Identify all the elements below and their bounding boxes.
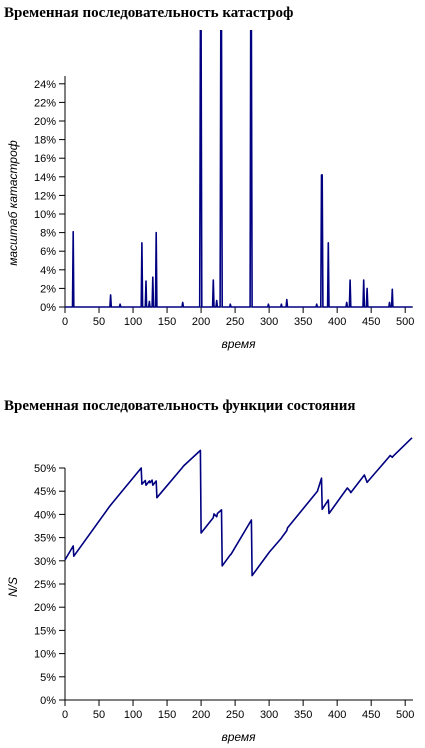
x-tick-label: 200 [192,709,210,721]
x-tick-label: 300 [260,709,278,721]
y-tick-label: 8% [40,228,56,240]
x-tick-label: 400 [328,709,346,721]
x-tick-label: 500 [396,709,414,721]
y-tick-label: 2% [40,283,56,295]
x-tick-label: 450 [362,709,380,721]
y-tick-label: 30% [34,556,56,568]
x-tick-label: 250 [226,709,244,721]
x-tick-label: 200 [192,316,210,328]
x-tick-label: 50 [93,316,105,328]
x-tick-label: 300 [260,316,278,328]
y-tick-label: 0% [40,302,56,314]
series-line [65,30,412,308]
x-tick-label: 100 [124,709,142,721]
y-tick-label: 40% [34,509,56,521]
x-tick-label: 400 [328,316,346,328]
x-tick-label: 100 [124,316,142,328]
y-tick-label: 22% [34,97,56,109]
y-axis-label: масштаб катастроф [6,140,20,266]
catastrophe-chart: 0% 2% 4% 6% 8% 10% 12% 14% 16% 18% 20% 22% 24% 0 50 100… [6,30,414,351]
series-line [64,437,413,577]
y-tick-label: 16% [34,153,56,165]
y-tick-label: 24% [34,79,56,91]
x-tick-label: 0 [62,316,68,328]
x-tick-label: 500 [396,316,414,328]
x-tick-label: 450 [362,316,380,328]
y-tick-label: 0% [40,695,56,707]
y-tick-label: 10% [34,649,56,661]
x-tick-label: 250 [226,316,244,328]
x-axis-label: время [221,730,256,744]
y-tick-label: 14% [34,172,56,184]
x-axis-label: время [221,337,256,351]
y-tick-label: 50% [34,463,56,475]
y-tick-label: 15% [34,625,56,637]
y-tick-label: 10% [34,209,56,221]
y-axis-label: N/S [6,577,20,597]
y-tick-label: 4% [40,265,56,277]
y-tick-label: 45% [34,486,56,498]
y-tick-label: 6% [40,246,56,258]
x-tick-label: 350 [294,709,312,721]
y-tick-label: 25% [34,579,56,591]
chart-title: Временная последовательность катастроф [4,5,294,21]
x-tick-label: 0 [62,709,68,721]
y-tick-label: 5% [40,672,56,684]
x-tick-label: 150 [158,316,176,328]
x-tick-label: 50 [93,709,105,721]
y-tick-label: 12% [34,190,56,202]
y-tick-label: 20% [34,602,56,614]
y-tick-label: 20% [34,116,56,128]
x-tick-label: 350 [294,316,312,328]
x-tick-label: 150 [158,709,176,721]
chart-title: Временная последовательность функции сос… [4,398,356,414]
state-function-chart: 0% 5% 10% 15% 20% 25% 30% 35% 40% 45% 50% 0 50 100 150… [6,437,414,744]
y-tick-label: 18% [34,135,56,147]
y-tick-label: 35% [34,533,56,545]
